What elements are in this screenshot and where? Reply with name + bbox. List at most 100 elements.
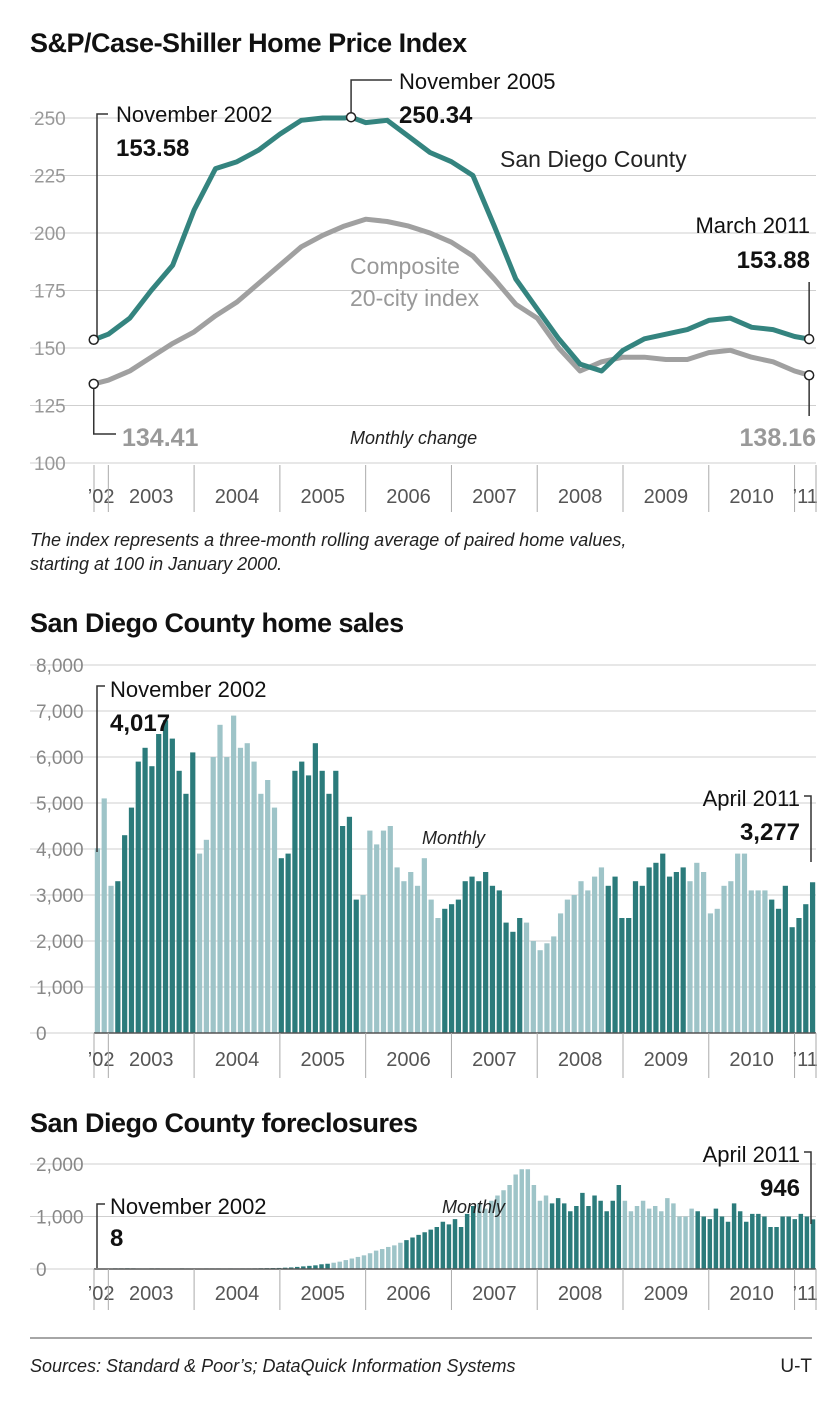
bar [611,1201,615,1269]
y-tick-label: 8,000 [36,656,84,677]
y-tick-label: 2,000 [36,932,84,953]
bar [641,1201,645,1269]
bar [279,858,284,1033]
bar [580,1193,584,1269]
home-sales-y-ticks: 01,0002,0003,0004,0005,0006,0007,0008,00… [36,656,84,1045]
bar [524,923,529,1033]
year-label: 2003 [129,1049,174,1071]
bar [380,1249,384,1269]
bar [394,867,399,1033]
fc-annotation-apr-2011-value: 946 [760,1175,800,1202]
bar [381,831,386,1033]
bar [721,886,726,1033]
price-index-annotations: November 2002 153.58 November 2005 250.3… [89,69,816,452]
bar [299,762,304,1033]
bar [490,886,495,1033]
bar [465,1214,469,1269]
bar [538,950,543,1033]
bar [398,1243,402,1269]
bar [435,918,440,1033]
bar [272,808,277,1033]
bar [442,909,447,1033]
bar [604,1211,608,1269]
bar [231,716,236,1033]
price-index-title: S&P/Case-Shiller Home Price Index [30,28,467,58]
bar [510,932,515,1033]
foreclosures-bars [95,1169,815,1269]
bar [410,1238,414,1270]
series-label-san-diego: San Diego County [500,146,687,172]
bar [592,1196,596,1270]
bar [558,913,563,1033]
year-label: 2009 [644,1283,689,1305]
bar [726,1222,730,1269]
bar [326,794,331,1033]
annotation-mar-2011-value: 153.88 [737,247,810,274]
bar [350,1259,354,1270]
bar [568,1211,572,1269]
bar [517,918,522,1033]
bar [204,840,209,1033]
year-label: 2006 [386,1283,431,1305]
publisher-credit: U-T [780,1356,812,1377]
fc-annotation-nov-2002-value: 8 [110,1225,123,1252]
bar [671,1203,675,1269]
bar [617,1185,621,1269]
bar [456,900,461,1033]
bar [659,1211,663,1269]
bar [408,872,413,1033]
bar [503,923,508,1033]
bar [774,1227,778,1269]
bar [177,771,182,1033]
y-tick-label: 0 [36,1024,47,1045]
bar [224,757,229,1033]
source-credit: Sources: Standard & Poor’s; DataQuick In… [30,1356,516,1376]
price-index-note-line1: The index represents a three-month rolli… [30,530,626,550]
bar [449,904,454,1033]
year-label: 2005 [301,486,346,508]
bar [190,752,195,1033]
bar [453,1219,457,1269]
year-label: 2009 [644,1049,689,1071]
bar [769,900,774,1033]
bar [483,1209,487,1269]
bar [142,748,147,1033]
bar [619,918,624,1033]
bar [629,1211,633,1269]
bar [531,941,536,1033]
bar [459,1227,463,1269]
bar [735,854,740,1033]
year-label: 2006 [386,1049,431,1071]
bar [647,867,652,1033]
year-label: ’11 [793,1283,818,1305]
year-label: ’02 [88,486,115,508]
bar [544,943,549,1033]
bar [694,863,699,1033]
bar [435,1227,439,1269]
bar [245,743,250,1033]
annotation-composite-start-value: 134.41 [122,424,199,452]
y-tick-label: 4,000 [36,840,84,861]
bar [95,848,100,1033]
bar [476,881,481,1033]
bar [768,1227,772,1269]
bar [732,1203,736,1269]
annotation-nov-2005-value: 250.34 [399,102,473,129]
bar [776,909,781,1033]
bar [115,881,120,1033]
bar [544,1196,548,1270]
bar [170,739,175,1033]
price-index-note: The index represents a three-month rolli… [30,530,631,574]
bar [404,1240,408,1269]
year-label: 2005 [301,1283,346,1305]
year-label: 2004 [215,1283,260,1305]
bar [756,1214,760,1269]
bar [320,771,325,1033]
bar [251,762,256,1033]
bar [354,900,359,1033]
bar [374,844,379,1033]
annotation-mar-2011-label: March 2011 [695,213,810,238]
bar [415,886,420,1033]
